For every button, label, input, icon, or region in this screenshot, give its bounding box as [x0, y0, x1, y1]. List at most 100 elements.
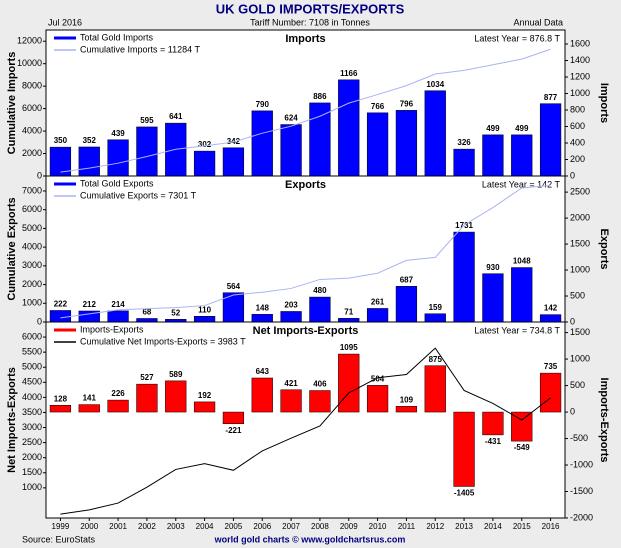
x-tick-label: 2000 — [80, 522, 98, 531]
x-tick-label: 2003 — [167, 522, 185, 531]
y2-tick-label: 600 — [570, 121, 585, 131]
panel-title: Imports — [285, 33, 325, 45]
bar — [136, 383, 158, 413]
bar — [338, 79, 360, 177]
bar — [453, 231, 475, 323]
chart-title: UK GOLD IMPORTS/EXPORTS — [216, 1, 405, 16]
data-label: 796 — [400, 99, 414, 108]
data-label: 624 — [284, 114, 298, 123]
y2-axis-label: Imports-Exports — [598, 378, 610, 463]
bar — [539, 314, 562, 323]
legend-label: Cumulative Imports = 11284 T — [80, 44, 200, 54]
data-label: 687 — [400, 275, 414, 284]
y-tick-label: 0 — [37, 170, 42, 180]
bar — [222, 411, 245, 425]
bar — [49, 405, 72, 413]
y-tick-label: 12000 — [17, 36, 42, 46]
data-label: 735 — [544, 362, 558, 371]
data-label: 499 — [515, 124, 529, 133]
data-label: 214 — [111, 300, 125, 309]
data-label: 499 — [486, 124, 500, 133]
x-tick-label: 2007 — [282, 522, 300, 531]
bar — [511, 267, 533, 323]
data-label: 109 — [400, 395, 414, 404]
plot-area — [45, 175, 566, 323]
bar — [193, 150, 216, 177]
y-tick-label: 2000 — [22, 148, 42, 158]
credit: world gold charts © www.goldchartsrus.co… — [214, 534, 406, 544]
y-tick-label: 4500 — [22, 377, 42, 387]
y2-tick-label: 2500 — [570, 186, 590, 196]
y2-tick-label: 500 — [570, 380, 585, 390]
data-label: 564 — [227, 282, 241, 291]
y2-tick-label: 1000 — [570, 353, 590, 363]
bar — [424, 365, 446, 413]
x-tick-label: 2009 — [340, 522, 358, 531]
x-tick-label: 2001 — [109, 522, 127, 531]
bar — [511, 134, 533, 177]
data-label: 1166 — [340, 69, 358, 78]
plot-area — [45, 321, 566, 519]
x-tick-label: 2004 — [196, 522, 214, 531]
data-label: 875 — [429, 355, 443, 364]
legend-label: Cumulative Net Imports-Exports = 3983 T — [80, 336, 246, 346]
data-label: 342 — [227, 137, 241, 146]
bar — [222, 292, 245, 323]
bar — [49, 310, 72, 323]
y-tick-label: 5000 — [22, 362, 42, 372]
y2-tick-label: 2000 — [570, 212, 590, 222]
data-label: 790 — [256, 100, 270, 109]
bar — [107, 139, 129, 177]
data-label: 142 — [544, 304, 558, 313]
bar — [482, 411, 504, 436]
bar — [251, 110, 273, 177]
data-label: 222 — [54, 300, 68, 309]
y-tick-label: 4000 — [22, 242, 42, 252]
y-tick-label: 6000 — [22, 331, 42, 341]
y-tick-label: 1500 — [22, 467, 42, 477]
x-tick-label: 2005 — [225, 522, 243, 531]
y-tick-label: 2500 — [22, 437, 42, 447]
panel-title: Exports — [285, 179, 326, 191]
y2-tick-label: 500 — [570, 290, 585, 300]
annotation: Latest Year = 734.8 T — [474, 325, 560, 335]
y2-axis-label: Imports — [598, 83, 610, 123]
y-tick-label: 6000 — [22, 204, 42, 214]
data-label: 641 — [169, 112, 183, 121]
panel-title: Net Imports-Exports — [253, 325, 359, 337]
legend-label: Imports-Exports — [80, 324, 144, 334]
annotation: Latest Year = 876.8 T — [474, 33, 560, 43]
data-label: 326 — [457, 138, 471, 147]
bar — [136, 126, 158, 177]
x-tick-label: 2015 — [513, 522, 531, 531]
bar — [453, 411, 475, 487]
data-label: 504 — [371, 374, 385, 383]
bar — [193, 401, 216, 413]
bar — [165, 380, 187, 413]
data-label: 352 — [83, 136, 97, 145]
data-label: 480 — [313, 286, 327, 295]
y-tick-label: 5500 — [22, 347, 42, 357]
data-label: 110 — [198, 305, 211, 314]
y-tick-label: 8000 — [22, 81, 42, 91]
data-label: 1731 — [455, 221, 473, 230]
y-tick-label: 3500 — [22, 407, 42, 417]
header-tariff: Tariff Number: 7108 in Tonnes — [250, 17, 370, 27]
data-label: 226 — [111, 389, 125, 398]
bar — [539, 103, 562, 177]
x-tick-label: 2016 — [542, 522, 560, 531]
y-tick-label: 5000 — [22, 223, 42, 233]
bar — [222, 147, 245, 177]
y-axis-label: Cumulative Exports — [6, 197, 18, 300]
y-axis-label: Net Imports-Exports — [6, 367, 18, 473]
data-label: -431 — [485, 437, 502, 446]
data-label: -549 — [514, 443, 531, 452]
y2-tick-label: 800 — [570, 104, 585, 114]
data-label: 1095 — [340, 343, 358, 352]
y2-tick-label: 1200 — [570, 71, 590, 81]
data-label: 589 — [169, 370, 183, 379]
data-label: 527 — [140, 373, 154, 382]
y2-tick-label: -1000 — [570, 459, 593, 469]
bar — [366, 308, 389, 323]
data-label: 302 — [198, 140, 212, 149]
